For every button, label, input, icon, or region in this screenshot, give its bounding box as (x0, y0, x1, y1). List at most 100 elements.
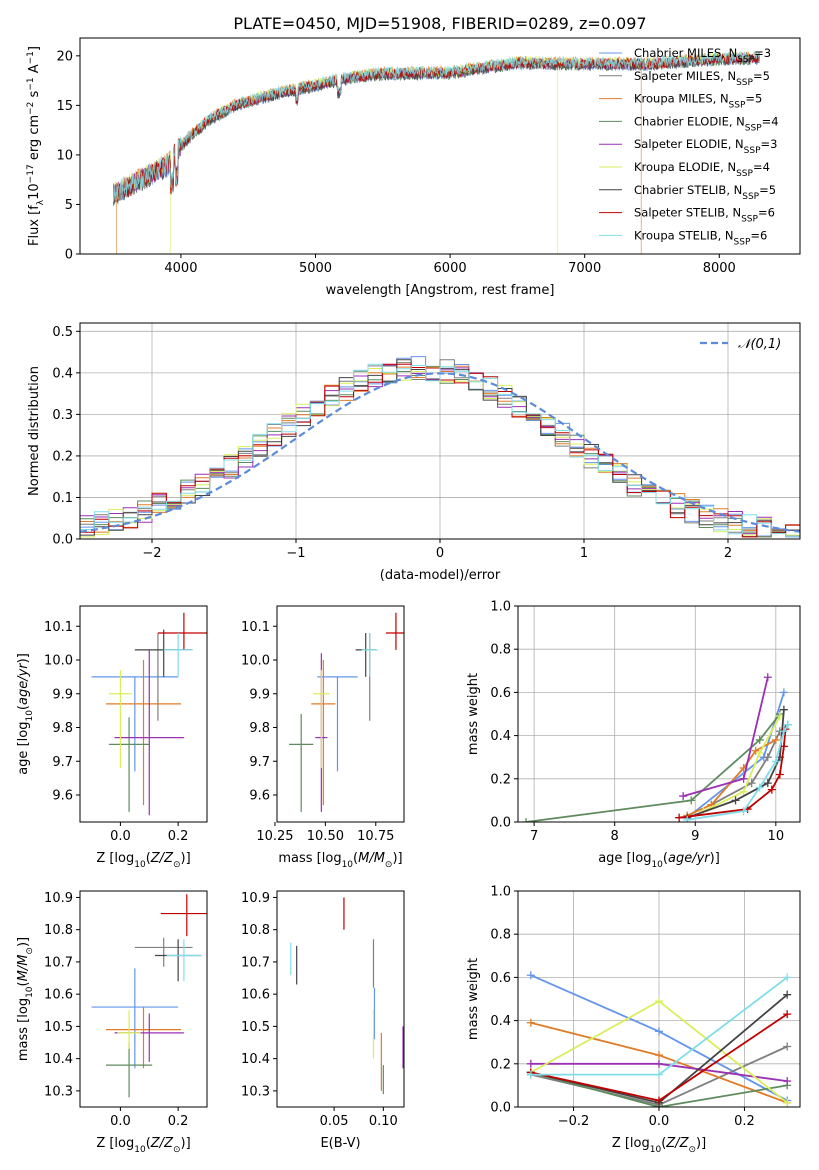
y-tick-label: 0.0 (490, 816, 511, 831)
series-marker (526, 971, 535, 980)
axes-frame (79, 605, 208, 823)
y-tick-label: 10.3 (44, 1084, 73, 1099)
plot-area (113, 50, 760, 254)
y-tick-label: 10.7 (241, 955, 270, 970)
series-marker (783, 990, 792, 999)
series-line (687, 724, 789, 821)
errorbar-point-7 (385, 612, 404, 650)
plot-area (91, 894, 207, 1098)
y-tick-label: 0.6 (490, 971, 511, 986)
series-line (525, 713, 781, 822)
legend-label: Chabrier ELODIE, NSSP=4 (634, 114, 779, 133)
y-tick-label: 10.8 (241, 923, 270, 938)
x-tick-label: 10.75 (357, 829, 394, 844)
series-4 (526, 1059, 792, 1086)
series-marker (783, 1077, 792, 1086)
series-line (530, 1071, 788, 1107)
series-marker (779, 742, 788, 751)
y-axis-label: mass [log10(M/M⊙)] (16, 937, 35, 1061)
x-tick-label: 10.50 (307, 829, 344, 844)
y-tick-label: 10.6 (44, 988, 73, 1003)
series-8 (683, 720, 792, 822)
y-tick-label: 10.3 (241, 1084, 270, 1099)
x-tick-label: 1 (580, 546, 588, 561)
y-tick-label: 10.6 (241, 988, 270, 1003)
y-tick-label: 10.9 (44, 891, 73, 906)
y-tick-label: 1.0 (490, 885, 511, 900)
x-axis-label: Z [log10(Z/Z⊙)] (96, 1136, 190, 1155)
y-tick-label: 10.5 (44, 1020, 73, 1035)
series-marker (739, 774, 748, 783)
plot-area (290, 897, 404, 1095)
mass-vs-Z-panel: 0.0 0.2 10.3 10.4 10.5 10.6 10.7 10.8 10.9 Z [log… (16, 890, 208, 1155)
y-tick-label: 0.4 (490, 729, 511, 744)
x-tick-label: 0.2 (168, 829, 189, 844)
y-tick-label: 15 (56, 99, 73, 114)
plot-area (526, 971, 792, 1107)
series-marker (683, 815, 692, 822)
series-marker (783, 973, 792, 982)
y-axis-label: age [log10(age/yr)] (16, 653, 35, 775)
series-marker (675, 813, 684, 822)
legend-label: Kroupa STELIB, NSSP=6 (634, 228, 767, 247)
x-tick-label: 9 (691, 829, 699, 844)
y-tick-label: 0.0 (52, 533, 73, 548)
series-marker (775, 770, 784, 779)
series-marker (783, 720, 792, 729)
y-tick-label: 9.9 (249, 687, 270, 702)
series-8 (526, 973, 792, 1079)
series-marker (731, 796, 740, 805)
errorbar-point-8 (361, 633, 378, 677)
x-axis-label: mass [log10(M/M⊙)] (278, 851, 402, 870)
y-tick-label: 10.4 (44, 1052, 73, 1067)
plot-area (80, 356, 800, 538)
x-tick-label: 0.10 (369, 1114, 398, 1129)
series-marker (755, 783, 764, 792)
legend-label: Chabrier STELIB, NSSP=5 (634, 183, 776, 202)
x-tick-label: 0.2 (734, 1114, 755, 1129)
series-marker (687, 796, 696, 805)
legend-label: Salpeter ELODIE, NSSP=3 (634, 137, 777, 156)
errorbar-point-4 (114, 1013, 184, 1062)
y-axis-label: Normed distribution (27, 366, 42, 496)
series-marker (747, 779, 756, 788)
y-tick-label: 1.0 (490, 600, 511, 615)
axes-frame (79, 37, 801, 255)
series-marker (783, 1010, 792, 1019)
x-tick-label: 0 (436, 546, 444, 561)
errorbar-point-5 (117, 1010, 141, 1049)
errorbar-point-1 (134, 937, 193, 967)
series-marker (779, 727, 788, 736)
legend-label: Kroupa ELODIE, NSSP=4 (634, 160, 770, 179)
series-marker (526, 1059, 535, 1068)
errorbar-point-8 (163, 633, 193, 677)
x-tick-label: 10.25 (256, 829, 293, 844)
axes-frame (517, 605, 801, 823)
x-axis-label: Z [log10(Z/Z⊙)] (612, 1136, 706, 1155)
series-marker (779, 705, 788, 714)
y-tick-label: 10.7 (44, 955, 73, 970)
y-tick-label: 20 (56, 49, 73, 64)
y-tick-label: 0.0 (490, 1101, 511, 1116)
x-tick-label: 0.05 (320, 1114, 349, 1129)
errorbar-point-5 (313, 670, 330, 768)
errorbar-point-3 (108, 717, 150, 812)
errorbar-point-2 (311, 660, 336, 806)
massweight-vs-Z-panel: −0.2 0.0 0.2 0.0 0.2 0.4 0.6 0.8 1.0 Z [log10(Z/Z… (466, 885, 801, 1155)
y-tick-label: 5 (65, 198, 73, 213)
y-axis-label: mass weight (466, 673, 481, 755)
series-marker (739, 787, 748, 796)
errorbar-point-7 (160, 894, 207, 937)
series-marker (522, 818, 531, 822)
series-marker (655, 1027, 663, 1036)
legend-label: Kroupa MILES, NSSP=5 (634, 92, 762, 111)
y-tick-label: 0.8 (490, 928, 511, 943)
y-tick-label: 9.6 (52, 789, 73, 804)
x-tick-label: 0.0 (110, 1114, 131, 1129)
series-line (686, 739, 777, 817)
legend: 𝒩(0,1) (700, 337, 781, 352)
x-tick-label: −1 (286, 546, 305, 561)
errorbar-point-7 (157, 612, 207, 650)
y-tick-label: 9.9 (52, 687, 73, 702)
x-tick-label: 0.2 (168, 1114, 189, 1129)
